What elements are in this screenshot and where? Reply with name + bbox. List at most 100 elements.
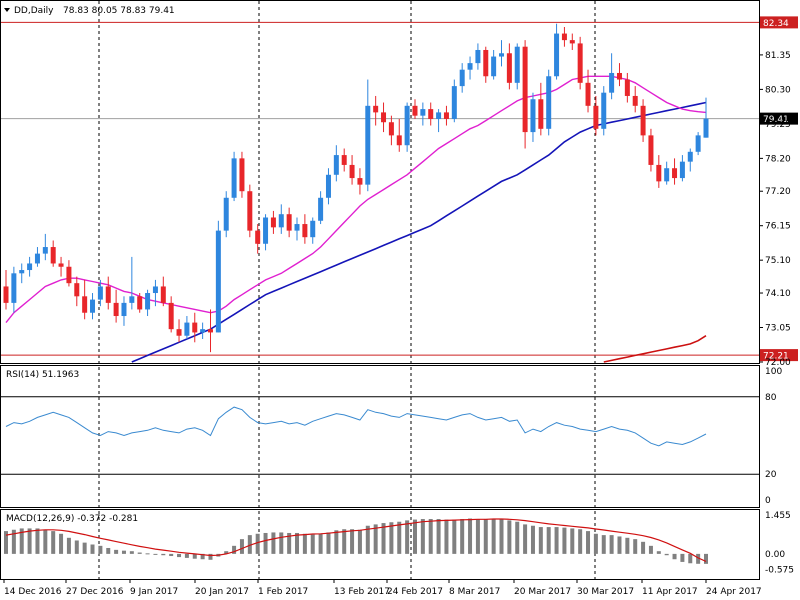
candle-body [616, 72, 622, 80]
dropdown-arrow-icon[interactable] [4, 8, 10, 12]
candle-body [687, 151, 693, 162]
x-tick-label: 14 Dec 2016 [4, 587, 62, 597]
macd-histogram-bar [468, 518, 473, 554]
macd-histogram-bar [27, 528, 32, 554]
macd-histogram-bar [129, 551, 134, 554]
price-level-badge [760, 349, 798, 362]
ma-long-line [603, 335, 707, 363]
candle-body [137, 296, 143, 310]
candle-body [585, 82, 591, 106]
macd-histogram-bar [680, 553, 685, 562]
macd-histogram-bar [43, 529, 48, 554]
candle-body [475, 49, 481, 64]
candle-body [66, 266, 72, 284]
candle-body [215, 230, 221, 333]
macd-histogram-bar [302, 533, 307, 554]
macd-histogram-bar [334, 530, 339, 554]
macd-histogram-bar [436, 519, 441, 554]
rsi-line [5, 406, 707, 447]
candle-body [483, 49, 489, 77]
price-tick-label: 76.15 [765, 222, 791, 232]
current-price-badge [760, 112, 798, 125]
macd-histogram-bar [239, 539, 244, 554]
x-tick-label: 1 Feb 2017 [258, 587, 308, 597]
candle-body [263, 217, 269, 244]
macd-histogram-bar [4, 531, 8, 554]
macd-tick-label: 1.455 [765, 511, 791, 521]
macd-histogram-bar [51, 531, 56, 554]
candle-body [459, 69, 465, 87]
candle-body [19, 270, 25, 274]
macd-histogram-bar [475, 519, 480, 554]
macd-histogram-bar [90, 544, 95, 554]
candle-body [160, 286, 166, 303]
macd-histogram-bar [161, 553, 166, 556]
candle-body [577, 43, 583, 83]
macd-histogram-bar [491, 518, 496, 554]
macd-tick-label: 0.00 [765, 550, 785, 560]
macd-histogram-bar [263, 532, 268, 554]
candle-body [27, 263, 33, 271]
rsi-pane-frame [0, 365, 760, 508]
time-separators [98, 1, 596, 579]
candle-body [530, 99, 536, 133]
candle-body [129, 296, 135, 303]
macd-histogram-bar [200, 553, 205, 560]
candle-body [365, 105, 371, 185]
macd-histogram-bar [114, 549, 119, 554]
macd-histogram-bar [232, 545, 237, 554]
macd-histogram-bar [169, 553, 174, 557]
candle-body [341, 155, 347, 165]
candle-body [82, 296, 88, 313]
x-tick-label: 20 Mar 2017 [514, 587, 571, 597]
macd-histogram-bar [271, 532, 276, 554]
macd-histogram-bar [184, 553, 189, 558]
macd-histogram-bar [295, 532, 300, 554]
candle-body [601, 92, 607, 129]
macd-histogram-bar [106, 547, 111, 554]
candle-body [325, 174, 331, 198]
candles [3, 23, 709, 353]
macd-histogram-bar [121, 550, 126, 554]
macd-histogram-bar [326, 532, 331, 554]
candle-body [239, 158, 245, 192]
candle-body [538, 99, 544, 129]
macd-histogram-bar [641, 541, 646, 554]
macd-histogram-bar [601, 535, 606, 554]
macd-histogram-bar [562, 527, 567, 554]
candle-body [184, 322, 190, 336]
candle-body [11, 273, 17, 303]
macd-histogram-bar [59, 533, 64, 554]
x-tick-label: 11 Apr 2017 [642, 587, 698, 597]
price-tick-label: 77.20 [765, 187, 791, 197]
candle-body [302, 224, 308, 238]
candle-body [207, 329, 213, 333]
macd-histogram-bar [82, 542, 87, 554]
macd-histogram-bar [444, 519, 449, 554]
candle-body [113, 302, 119, 317]
macd-histogram-bar [538, 527, 543, 554]
macd-series [4, 518, 708, 564]
candle-body [499, 53, 505, 57]
candle-body [333, 155, 339, 175]
macd-histogram-bar [483, 519, 488, 554]
macd-histogram-bar [35, 528, 40, 554]
x-tick-label: 30 Mar 2017 [577, 587, 634, 597]
rsi-title: RSI(14) 51.1963 [6, 370, 79, 380]
candle-body [105, 286, 111, 303]
macd-histogram-bar [19, 528, 24, 554]
candle-body [522, 46, 528, 133]
x-tick-label: 8 Mar 2017 [449, 587, 500, 597]
candle-body [318, 197, 324, 221]
candle-body [247, 191, 253, 231]
macd-histogram-bar [373, 524, 378, 554]
price-level-badge [760, 16, 798, 29]
macd-histogram-bar [310, 534, 315, 554]
x-tick-label: 13 Feb 2017 [334, 587, 390, 597]
macd-histogram-bar [381, 523, 386, 554]
price-pane-title[interactable]: DD,Daily 78.83 80.05 78.83 79.41 [4, 6, 175, 16]
macd-histogram-bar [247, 535, 252, 554]
rsi-tick-label: 100 [765, 367, 782, 377]
candle-body [609, 72, 615, 93]
